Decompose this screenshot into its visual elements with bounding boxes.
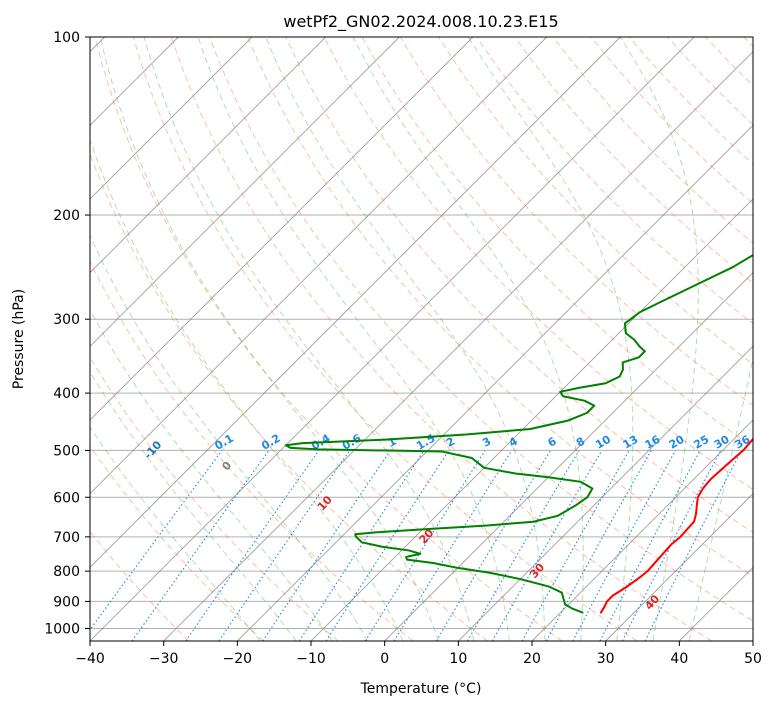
mixing-ratio-line <box>393 450 513 641</box>
mixing-ratio-line <box>262 450 391 641</box>
isotherm-line <box>90 37 621 568</box>
x-tick-label: 10 <box>449 651 467 667</box>
dry-adiabat-line <box>170 37 712 641</box>
y-tick-label: 900 <box>53 594 80 610</box>
mixing-ratio-line <box>90 450 223 631</box>
y-axis-ticks: 100 200 300 400 500 600 700 800 900 1000 <box>44 30 90 637</box>
isotherm-line <box>237 124 753 641</box>
isotherm-line <box>310 198 753 641</box>
y-tick-label: 100 <box>53 30 80 46</box>
y-tick-label: 700 <box>53 530 80 546</box>
moist-adiabat-line <box>90 371 297 641</box>
isotherm-line <box>163 51 753 641</box>
moist-adiabat-line <box>197 37 510 641</box>
y-tick-label: 300 <box>53 312 80 328</box>
moist-adiabat-line <box>143 37 475 641</box>
isotherm-lines <box>90 37 753 641</box>
moist-adiabat-line <box>90 426 261 641</box>
x-tick-label: −40 <box>75 651 105 667</box>
x-tick-label: 40 <box>670 651 688 667</box>
mixing-ratio-line <box>185 450 320 641</box>
x-tick-label: −30 <box>149 651 179 667</box>
temperature-trace <box>599 437 753 614</box>
pressure-gridlines <box>90 37 753 629</box>
y-tick-label: 1000 <box>44 621 80 637</box>
moist-adiabat-line <box>688 356 753 641</box>
isotherm-line <box>90 37 695 641</box>
mixing-ratio-line <box>621 450 722 641</box>
moist-adiabat-line <box>265 37 546 641</box>
dewpoint-trace <box>284 253 753 614</box>
mixing-ratio-lines <box>90 450 742 641</box>
mixing-ratio-line <box>298 450 425 641</box>
dry-adiabat-line <box>209 37 753 622</box>
dry-adiabat-line <box>476 37 753 325</box>
x-tick-label: 0 <box>380 651 389 667</box>
moist-adiabat-lines <box>90 37 753 641</box>
mixing-ratio-line <box>521 450 630 641</box>
mixing-ratio-line <box>572 450 677 641</box>
mixing-ratio-line <box>644 450 742 641</box>
y-tick-label: 800 <box>53 564 80 580</box>
isotherm-line <box>458 345 753 641</box>
moist-adiabat-line <box>90 137 404 641</box>
chart-title: wetPf2_GN02.2024.008.10.23.E15 <box>283 12 558 32</box>
y-tick-label: 400 <box>53 386 80 402</box>
y-axis-title: Pressure (hPa) <box>11 289 27 389</box>
mixing-ratio-line <box>325 450 450 641</box>
isotherm-line <box>90 37 474 421</box>
dry-adiabat-line <box>285 37 753 534</box>
moist-adiabat-line <box>90 234 369 641</box>
dry-adiabat-line <box>94 37 563 641</box>
isotherm-line <box>384 272 753 641</box>
x-axis-title: Temperature (°C) <box>360 681 482 697</box>
dry-adiabat-line <box>90 260 414 641</box>
moist-adiabat-line <box>90 308 333 641</box>
isotherm-line <box>90 37 400 347</box>
moist-adiabat-line <box>619 37 699 641</box>
isotherm-line <box>90 37 547 495</box>
x-tick-label: 50 <box>744 651 762 667</box>
plot-area: -100-90-80-70-60-50-40-30-20-10010203040… <box>90 37 753 641</box>
isotherm-line <box>90 37 253 200</box>
profile-series <box>284 253 753 614</box>
x-tick-label: −20 <box>223 651 253 667</box>
mixing-ratio-line <box>218 450 351 641</box>
dry-adiabat-line <box>514 37 753 284</box>
dry-adiabat-line <box>90 356 339 641</box>
dry-adiabat-line <box>247 37 753 577</box>
isotherm-line <box>531 419 753 641</box>
mixing-ratio-line <box>545 450 652 641</box>
x-axis-ticks: −40 −30 −20 −10 0 10 20 30 40 50 <box>75 641 762 667</box>
isotherm-line <box>605 493 753 641</box>
plot-frame <box>89 36 754 642</box>
y-tick-label: 600 <box>53 490 80 506</box>
y-tick-label: 200 <box>53 208 80 224</box>
moist-adiabat-line <box>352 37 584 641</box>
mixing-ratio-line <box>131 450 270 641</box>
y-tick-label: 500 <box>53 443 80 459</box>
dry-adiabat-line <box>132 37 638 641</box>
moist-adiabat-line <box>99 37 439 641</box>
dry-adiabat-lines <box>90 37 753 641</box>
x-tick-label: 30 <box>597 651 615 667</box>
x-tick-label: 20 <box>523 651 541 667</box>
isotherm-line <box>90 37 326 274</box>
x-tick-label: −10 <box>296 651 326 667</box>
dry-adiabat-line <box>323 37 753 491</box>
dry-adiabat-line <box>90 445 264 641</box>
